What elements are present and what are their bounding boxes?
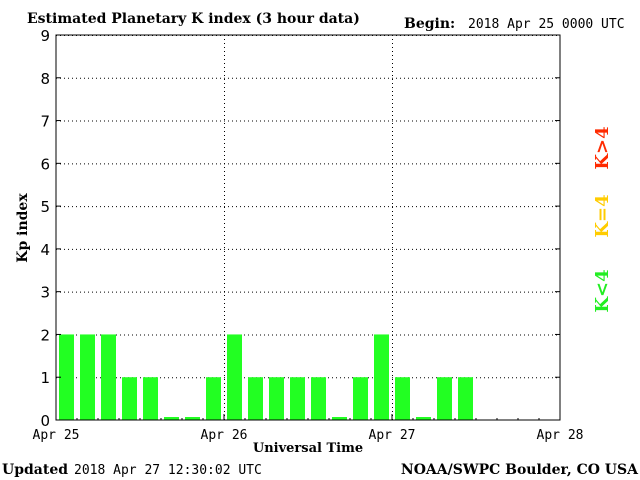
y-axis-label: Kp index (15, 193, 31, 263)
kp-bar (185, 417, 200, 420)
plot-frame (55, 34, 561, 421)
y-axis-ticks: 0 1 2 3 4 5 6 7 8 9 (40, 27, 560, 430)
kp-bar (395, 377, 410, 420)
y-tick-label: 9 (40, 27, 50, 45)
kp-bar (374, 334, 389, 420)
updated-value: 2018 Apr 27 12:30:02 UTC (74, 463, 262, 478)
grid-lines (56, 35, 560, 420)
x-tick-label: Apr 25 (33, 428, 80, 443)
kp-bar (248, 377, 263, 420)
begin-label: Begin: (404, 16, 455, 32)
kp-bar (416, 417, 431, 420)
legend-storm-label: K>4 (592, 126, 613, 169)
kp-bar (227, 334, 242, 420)
kp-bar (437, 377, 452, 420)
source-credit: NOAA/SWPC Boulder, CO USA (401, 462, 639, 478)
updated-label: Updated (2, 462, 68, 478)
kp-bar (164, 417, 179, 420)
y-tick-label: 6 (40, 155, 50, 173)
y-tick-label: 1 (40, 369, 50, 387)
kp-bar (206, 377, 221, 420)
kp-bar (290, 377, 305, 420)
kp-bar (143, 377, 158, 420)
chart-title: Estimated Planetary K index (3 hour data… (27, 11, 360, 27)
kp-bar (332, 417, 347, 420)
kp-bar (101, 334, 116, 420)
legend-quiet-label: K<4 (592, 269, 613, 312)
x-axis-label: Universal Time (253, 441, 363, 456)
x-axis-ticks: Apr 25 Apr 26 Apr 27 Apr 28 (33, 414, 584, 443)
kp-bar (458, 377, 473, 420)
begin-value: 2018 Apr 25 0000 UTC (468, 17, 625, 32)
kp-bar (353, 377, 368, 420)
plot-area: 0 1 2 3 4 5 6 7 8 9 Apr 25 Apr 26 Apr 27 Apr 28 (33, 27, 584, 443)
x-tick-label: Apr 28 (537, 428, 584, 443)
kp-bar (311, 377, 326, 420)
bars (59, 334, 473, 420)
kp-bar (269, 377, 284, 420)
y-tick-label: 8 (40, 70, 50, 88)
y-tick-label: 3 (40, 284, 50, 302)
y-tick-label: 5 (40, 198, 50, 216)
y-tick-label: 4 (40, 241, 50, 259)
y-tick-label: 7 (40, 113, 50, 131)
kp-bar (59, 334, 74, 420)
x-tick-label: Apr 27 (369, 428, 416, 443)
legend-equal-label: K=4 (592, 194, 613, 237)
x-tick-label: Apr 26 (201, 428, 248, 443)
kp-bar (80, 334, 95, 420)
y-tick-label: 0 (40, 412, 50, 430)
y-tick-label: 2 (40, 326, 50, 344)
kp-bar (122, 377, 137, 420)
